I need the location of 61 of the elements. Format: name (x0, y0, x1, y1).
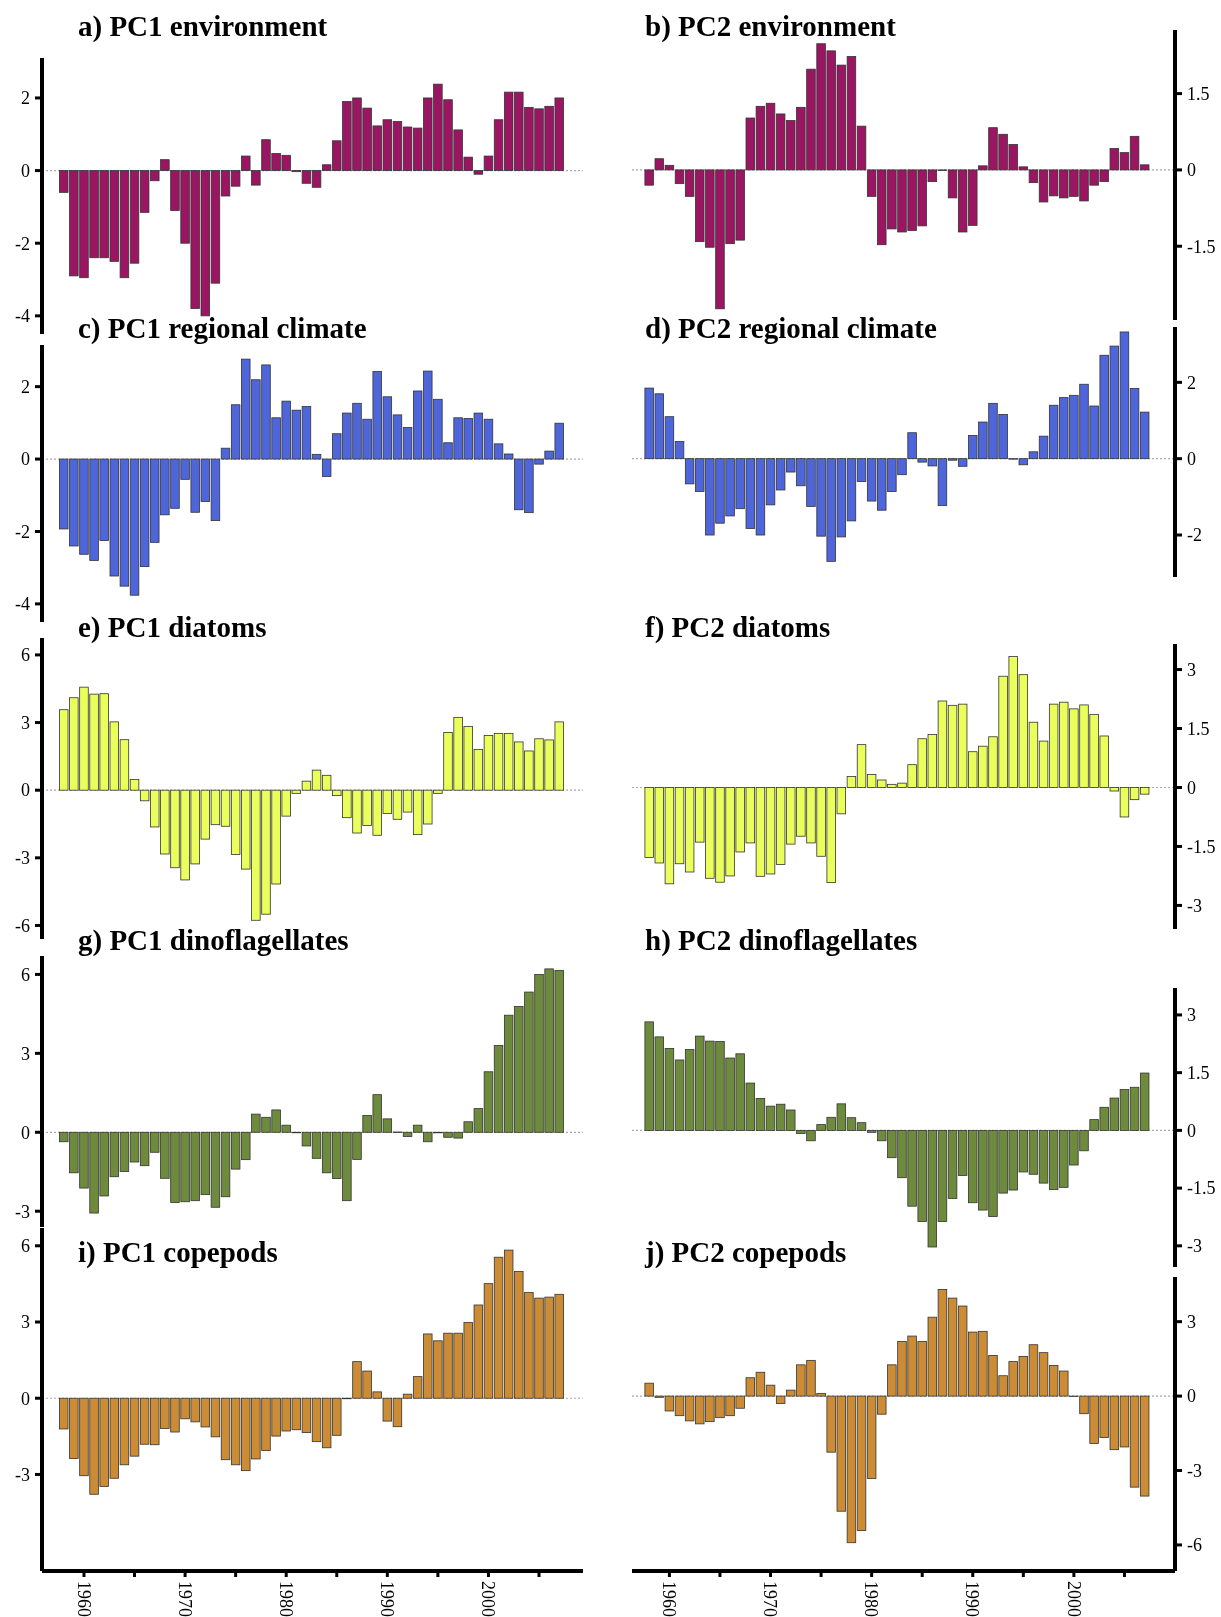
x-tick-label: 1990 (962, 1581, 983, 1617)
y-tick-label: 3 (21, 1312, 30, 1333)
y2-tick-label: -1.5 (1187, 836, 1216, 857)
chart-title: f) PC2 diatoms (645, 611, 831, 644)
y2-tick-label: 0 (1187, 777, 1196, 798)
chart-title: i) PC1 copepods (78, 1236, 278, 1269)
x-tick-label: 1960 (659, 1581, 680, 1617)
y2-tick-label: -3 (1187, 1236, 1202, 1257)
y-tick-label: 3 (21, 712, 30, 733)
y-tick-label: -2 (15, 521, 30, 542)
x-tick-label: 1970 (174, 1581, 195, 1617)
y2-tick-label: -1.5 (1187, 236, 1216, 257)
chart-title: a) PC1 environment (78, 10, 328, 43)
x-tick-label: 1960 (73, 1581, 94, 1617)
y2-tick-label: -6 (1187, 1535, 1202, 1556)
chart-title: b) PC2 environment (645, 10, 897, 43)
y-tick-label: 0 (21, 160, 30, 181)
y2-tick-label: 3 (1187, 1005, 1196, 1026)
y2-tick-label: -2 (1187, 525, 1202, 546)
y-tick-label: 6 (21, 1236, 30, 1257)
y2-tick-label: 0 (1187, 1386, 1196, 1407)
chart-title: e) PC1 diatoms (78, 611, 267, 644)
x-tick-label: 2000 (1063, 1581, 1084, 1617)
y-tick-label: -6 (15, 915, 30, 936)
y2-tick-label: 2 (1187, 372, 1196, 393)
y2-tick-label: 3 (1187, 1311, 1196, 1332)
y2-tick-label: -3 (1187, 1460, 1202, 1481)
y-tick-label: 0 (21, 449, 30, 470)
y-tick-label: -3 (15, 848, 30, 869)
y2-tick-label: 1.5 (1187, 83, 1210, 104)
y-tick-label: -3 (15, 1201, 30, 1222)
y-tick-label: -3 (15, 1464, 30, 1485)
y2-tick-label: 3 (1187, 659, 1196, 680)
y2-tick-label: 0 (1187, 448, 1196, 469)
chart-title: g) PC1 dinoflagellates (78, 924, 349, 957)
y2-tick-label: 0 (1187, 1120, 1196, 1141)
x-tick-label: 1980 (861, 1581, 882, 1617)
x-tick-label: 1990 (377, 1581, 398, 1617)
y-tick-label: -2 (15, 233, 30, 254)
chart-title: c) PC1 regional climate (78, 312, 367, 345)
y-tick-label: -4 (15, 306, 30, 327)
y-tick-label: 0 (21, 1122, 30, 1143)
chart-title: d) PC2 regional climate (645, 312, 937, 345)
y-tick-label: 2 (21, 376, 30, 397)
y2-tick-label: -3 (1187, 895, 1202, 916)
y-tick-label: 0 (21, 780, 30, 801)
y-tick-label: -4 (15, 594, 30, 615)
x-tick-label: 1980 (275, 1581, 296, 1617)
y2-tick-label: 1.5 (1187, 1062, 1210, 1083)
chart-title: j) PC2 copepods (644, 1236, 847, 1269)
chart-title: h) PC2 dinoflagellates (645, 924, 918, 957)
x-tick-label: 2000 (478, 1581, 499, 1617)
y-tick-label: 2 (21, 88, 30, 109)
y-tick-label: 0 (21, 1388, 30, 1409)
y-tick-label: 6 (21, 964, 30, 985)
y2-tick-label: 1.5 (1187, 718, 1210, 739)
y-tick-label: 3 (21, 1043, 30, 1064)
x-tick-label: 1970 (760, 1581, 781, 1617)
y2-tick-label: -1.5 (1187, 1178, 1216, 1199)
y-tick-label: 6 (21, 645, 30, 666)
y2-tick-label: 0 (1187, 160, 1196, 181)
